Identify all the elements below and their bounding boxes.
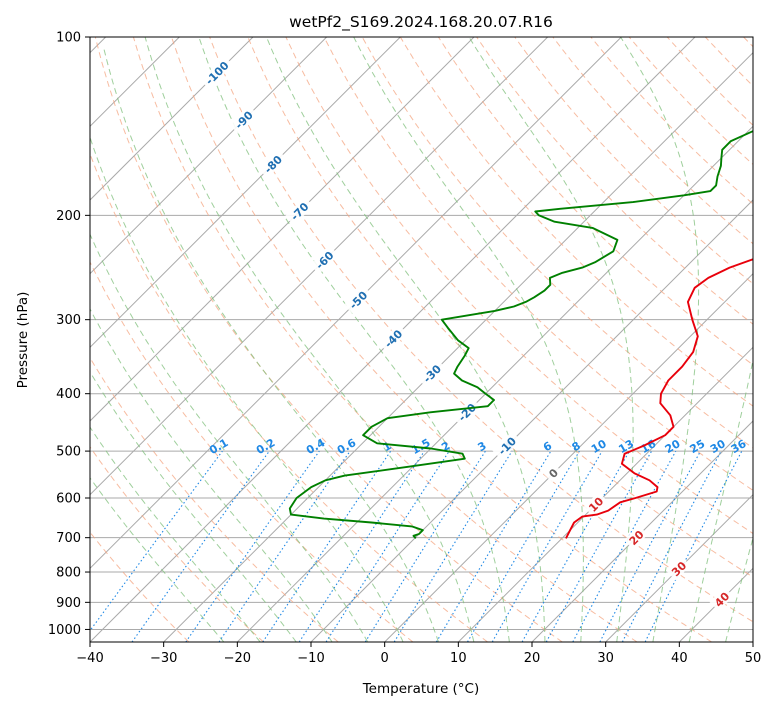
dry-adiabat-line — [247, 37, 753, 578]
y-tick-label: 800 — [56, 566, 81, 581]
chart-title: wetPf2_S169.2024.168.20.07.R16 — [289, 13, 553, 32]
mixing-ratio-line — [521, 450, 630, 642]
isotherm-line — [236, 125, 753, 642]
y-tick-label: 300 — [56, 313, 81, 328]
x-tick-label: −40 — [76, 651, 103, 666]
mixing-ratio-line — [298, 450, 425, 642]
mixing-ratio-line — [131, 450, 270, 642]
moist-adiabat-line — [90, 426, 261, 642]
x-tick-label: −10 — [297, 651, 324, 666]
moist-adiabat-line — [725, 536, 753, 642]
y-tick-label: 700 — [56, 531, 81, 546]
mixing-ratio-line — [572, 450, 677, 642]
x-tick-label: −20 — [224, 651, 251, 666]
y-tick-label: 600 — [56, 492, 81, 507]
isotherm-line — [384, 272, 753, 642]
dry-adiabat-line — [323, 37, 753, 491]
isotherm-line — [90, 37, 622, 570]
y-tick-label: 400 — [56, 387, 81, 402]
x-tick-label: 20 — [524, 651, 541, 666]
isotherm-line — [163, 51, 753, 642]
x-tick-label: 40 — [671, 651, 688, 666]
moist-adiabat-line — [688, 358, 753, 642]
x-tick-label: 50 — [745, 651, 762, 666]
temperature-profile-line — [565, 258, 753, 539]
moist-adiabat-line — [103, 49, 439, 642]
plot-area — [90, 37, 753, 642]
moist-adiabat-line — [90, 233, 369, 642]
mixing-ratio-line — [90, 450, 223, 632]
isotherm-line — [457, 346, 753, 642]
mixing-ratio-line — [325, 450, 450, 642]
dry-adiabat-line — [171, 37, 712, 642]
mixing-ratio-line — [218, 450, 351, 642]
background-lines — [90, 37, 753, 642]
dry-adiabat-line — [90, 446, 264, 642]
x-tick-label: 10 — [450, 651, 467, 666]
moist-adiabat-line — [90, 370, 297, 642]
x-tick-label: −30 — [150, 651, 177, 666]
moist-adiabat-line — [90, 476, 225, 642]
y-tick-label: 1000 — [48, 623, 81, 638]
x-axis-label: Temperature (°C) — [362, 681, 480, 697]
isotherm-label: 0 — [543, 463, 563, 483]
isotherm-line — [90, 37, 475, 422]
mixing-ratio-line — [644, 450, 743, 642]
y-tick-label: 100 — [56, 31, 81, 46]
axes: −40 −30 −20 −10 0 10 20 30 40 5010009008007006005… — [48, 31, 761, 667]
dry-adiabat-line — [132, 37, 638, 642]
y-tick-label: 200 — [56, 209, 81, 224]
isotherm-line — [605, 493, 753, 642]
moist-adiabat-line — [266, 37, 546, 642]
y-axis-label: Pressure (hPa) — [15, 292, 31, 389]
isotherm-line — [90, 37, 328, 275]
dry-adiabat-line — [476, 37, 753, 325]
dry-adiabat-line — [514, 37, 753, 285]
mixing-ratio-line — [545, 450, 653, 642]
isotherm-line — [90, 37, 401, 349]
dewpoint-profile-line — [288, 130, 753, 539]
moist-adiabat-line — [198, 37, 510, 642]
x-tick-label: 0 — [381, 651, 389, 666]
moist-adiabat-line — [90, 135, 404, 642]
moist-adiabat-line — [353, 37, 584, 642]
y-tick-label: 900 — [56, 596, 81, 611]
profile-lines — [288, 130, 753, 539]
dry-adiabat-line — [285, 37, 753, 535]
plot-frame — [89, 36, 754, 643]
mixing-ratio-line — [185, 450, 320, 642]
mixing-ratio-line — [393, 450, 513, 642]
moist-adiabat-line — [90, 308, 333, 642]
mixing-ratio-line — [262, 450, 392, 642]
y-tick-label: 500 — [56, 445, 81, 460]
moist-adiabat-line — [620, 37, 700, 642]
dry-adiabat-line — [90, 356, 339, 642]
dry-adiabat-line — [94, 37, 563, 642]
x-tick-label: 30 — [597, 651, 614, 666]
isotherm-line — [90, 37, 254, 201]
moist-adiabat-line — [144, 37, 475, 642]
dry-adiabat-line — [90, 260, 414, 642]
isotherm-line — [90, 37, 549, 496]
